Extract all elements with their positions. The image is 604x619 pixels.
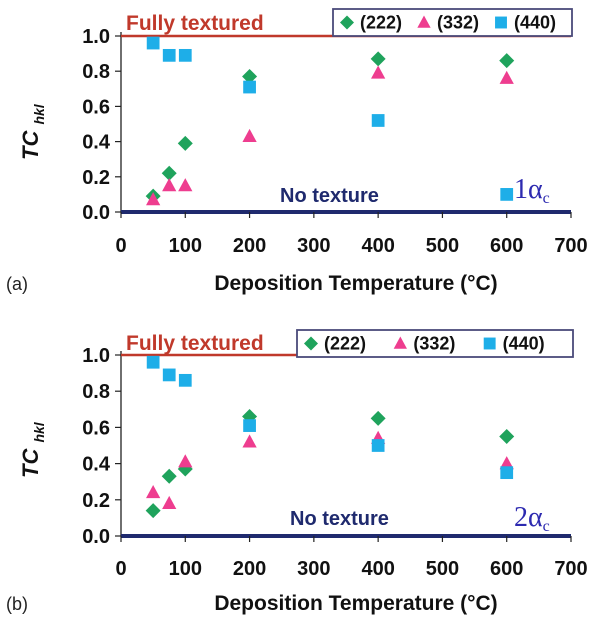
legend-entry: (332) [437, 13, 479, 33]
y-tick-label: 0.0 [82, 202, 110, 224]
legend: (222) (332) (440) [296, 329, 574, 358]
x-tick-label: 400 [361, 558, 394, 580]
x-tick-label: 100 [169, 558, 202, 580]
y-tick-label: 1.0 [82, 345, 110, 367]
legend-entry: (222) [324, 334, 366, 354]
data-point [499, 53, 515, 69]
data-point [371, 65, 386, 79]
data-point [178, 373, 192, 387]
x-tick-label: 500 [426, 558, 459, 580]
x-axis-label: Deposition Temperature (°C) [214, 272, 497, 295]
data-point [177, 135, 193, 151]
x-tick-label: 100 [169, 235, 202, 257]
data-point [161, 468, 177, 484]
y-tick-label: 0.2 [82, 167, 110, 189]
data-point [162, 368, 176, 382]
data-point [146, 36, 160, 50]
y-tick-label: 0.0 [82, 526, 110, 548]
x-tick-label: 700 [554, 558, 587, 580]
no-texture-label: No texture [290, 508, 389, 530]
y-axis-label: TC hkl [18, 103, 47, 160]
legend-box [296, 329, 574, 358]
legend-marker [340, 15, 354, 30]
data-point [371, 114, 385, 127]
data-point [145, 503, 161, 519]
panel-label: (a) [6, 274, 28, 294]
legend-entry: (222) [360, 13, 402, 33]
data-point [500, 466, 514, 480]
legend-entry: (440) [503, 334, 545, 354]
legend-entry: (440) [514, 13, 556, 33]
data-point [178, 48, 192, 62]
data-point [499, 456, 514, 470]
y-tick-label: 0.8 [82, 61, 110, 83]
data-point [371, 439, 385, 452]
x-tick-label: 300 [297, 235, 330, 257]
x-tick-label: 400 [361, 235, 394, 257]
x-tick-label: 200 [233, 235, 266, 257]
y-tick-label: 0.4 [82, 454, 111, 476]
data-point [161, 165, 177, 181]
panel-label: (b) [6, 594, 28, 614]
data-point [500, 188, 514, 201]
x-tick-label: 200 [233, 558, 266, 580]
y-tick-label: 0.2 [82, 490, 110, 512]
data-point [162, 178, 177, 192]
legend-marker [304, 336, 318, 351]
legend-marker [483, 337, 496, 350]
x-tick-label: 300 [297, 558, 330, 580]
condition-label: 1αc [514, 174, 550, 207]
data-point [243, 80, 256, 94]
data-point [162, 48, 176, 62]
condition-label: 2αc [514, 502, 550, 535]
data-point [178, 454, 193, 468]
fully-textured-label: Fully textured [126, 12, 264, 35]
data-point [243, 419, 256, 432]
chart-panel-a: 0.0 0.2 0.4 0.6 0.8 1.0 0 100 200 300 400 500 600 700… [6, 8, 588, 295]
data-point [178, 178, 193, 192]
x-tick-label: 500 [426, 235, 459, 257]
data-point [370, 51, 386, 67]
y-tick-label: 0.4 [82, 132, 111, 154]
legend-marker [495, 16, 507, 29]
chart-panel-b: 0.0 0.2 0.4 0.6 0.8 1.0 0 100 200 300 400 500 600 700… [6, 329, 588, 615]
legend-marker [417, 15, 431, 28]
data-point [370, 410, 386, 426]
x-tick-label: 600 [490, 235, 523, 257]
legend-marker [393, 336, 407, 349]
x-tick-label: 0 [115, 558, 126, 580]
data-point [146, 355, 160, 369]
legend-box [332, 8, 573, 37]
y-tick-label: 0.6 [82, 417, 110, 439]
data-point [242, 68, 258, 84]
data-point [499, 428, 515, 444]
x-tick-label: 700 [554, 235, 587, 257]
x-tick-label: 600 [490, 558, 523, 580]
y-tick-label: 0.6 [82, 96, 110, 118]
legend-entry: (332) [413, 334, 455, 354]
data-point [162, 495, 177, 510]
x-axis-label: Deposition Temperature (°C) [214, 592, 497, 615]
no-texture-label: No texture [280, 185, 379, 207]
legend: (222) (332) (440) [332, 8, 573, 37]
x-tick-label: 0 [115, 235, 126, 257]
data-point [499, 70, 514, 84]
data-point [146, 485, 161, 499]
data-point [242, 128, 257, 142]
y-tick-label: 1.0 [82, 26, 110, 48]
y-tick-label: 0.8 [82, 381, 110, 403]
y-axis-label: TC hkl [18, 421, 47, 478]
data-point [146, 192, 161, 206]
data-point [242, 434, 257, 448]
fully-textured-label: Fully textured [126, 332, 264, 355]
